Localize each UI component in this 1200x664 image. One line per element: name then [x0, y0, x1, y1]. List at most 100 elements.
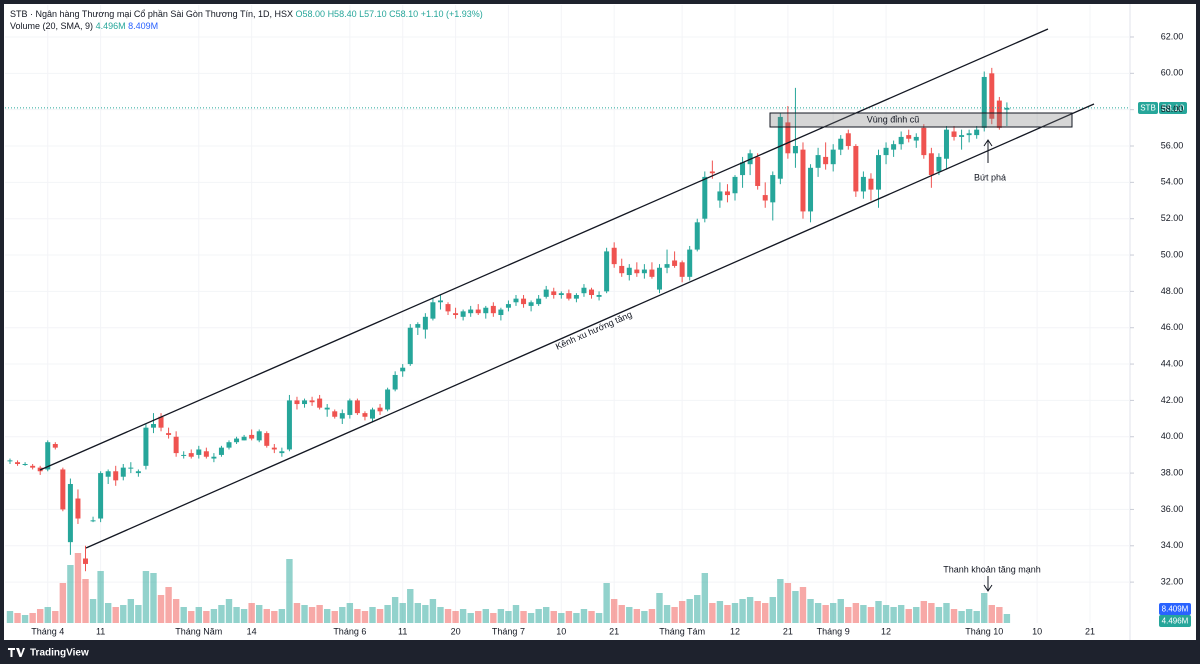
volume-bar	[913, 607, 920, 623]
volume-bar	[792, 591, 799, 623]
candle-body	[264, 433, 270, 446]
volume-bar	[29, 613, 36, 623]
candle-body	[302, 400, 308, 405]
volume-bar	[867, 607, 875, 623]
y-tick-label: 60.00	[1161, 68, 1184, 78]
candle-body	[792, 146, 798, 154]
volume-bar	[36, 609, 44, 623]
volume-bar	[323, 609, 331, 623]
candle-body	[60, 469, 66, 510]
candle-body	[656, 267, 662, 290]
candle-body	[959, 135, 965, 137]
volume-bar	[709, 603, 716, 623]
candle-body	[498, 309, 504, 315]
volume-bar	[988, 605, 995, 623]
volume-bar	[210, 609, 218, 623]
ohlc-high: H58.40	[328, 9, 357, 19]
candle-body	[551, 291, 557, 296]
volume-bar	[308, 607, 316, 623]
y-tick-label: 34.00	[1161, 540, 1184, 550]
candle-body	[717, 191, 723, 201]
candle-body	[188, 453, 194, 457]
candle-body	[90, 520, 96, 522]
volume-bar	[6, 611, 14, 623]
volume-bar	[376, 609, 384, 623]
candle-body	[558, 293, 564, 296]
volume-bar	[293, 603, 301, 623]
candle-body	[1004, 107, 1010, 110]
candle-body	[422, 316, 428, 330]
candle-body	[740, 162, 746, 176]
candle-body	[309, 400, 315, 403]
volume-bar	[240, 609, 248, 623]
candle-body	[928, 153, 934, 176]
candle-body	[392, 374, 398, 390]
candle-body	[226, 442, 232, 448]
x-tick-label: 11	[96, 626, 105, 636]
volume-bar	[225, 599, 233, 623]
volume-bar	[618, 605, 625, 623]
candle-body	[785, 122, 791, 154]
volume-bar	[807, 599, 814, 623]
candle-body	[143, 427, 149, 466]
volume-bar	[520, 611, 527, 623]
candle-body	[815, 155, 821, 168]
volume-bar	[482, 609, 489, 623]
zone-box	[769, 112, 1073, 128]
candle-body	[271, 447, 277, 450]
zone-label: Vùng đỉnh cũ	[867, 114, 920, 124]
volume-bar	[943, 603, 950, 623]
volume-bar	[391, 597, 399, 623]
candle-body	[672, 260, 678, 266]
candle-body	[324, 407, 330, 410]
volume-bar	[157, 595, 165, 623]
volume-bar	[678, 601, 686, 623]
volume-bar	[762, 603, 769, 623]
volume-bar	[648, 609, 656, 623]
symbol-badge-text: STB	[1140, 104, 1156, 113]
volume-bar	[444, 609, 452, 623]
candle-body	[966, 133, 972, 136]
x-tick-label: 14	[247, 626, 257, 636]
volume-bar	[656, 593, 663, 623]
y-tick-label: 36.00	[1161, 504, 1184, 514]
x-tick-label: 11	[398, 626, 407, 636]
volume-bar	[188, 611, 195, 623]
candle-body	[453, 313, 459, 315]
x-tick-label: Tháng 7	[492, 626, 525, 636]
symbol-badge	[1138, 102, 1158, 114]
candle-body	[626, 267, 632, 276]
y-tick-label: 42.00	[1161, 395, 1184, 405]
volume-bar	[407, 589, 414, 623]
volume-bar	[67, 565, 74, 623]
symbol-title: STB · Ngân hàng Thương mại Cổ phần Sài G…	[10, 9, 293, 19]
candle-body	[724, 191, 730, 196]
candle-body	[430, 302, 436, 319]
volume-bar	[837, 599, 844, 623]
x-tick-label: 21	[609, 626, 619, 636]
candle-body	[505, 304, 511, 308]
volume-bar	[928, 603, 935, 623]
candle-body	[30, 465, 36, 468]
candle-body	[611, 247, 617, 265]
volume-bar	[535, 609, 542, 623]
volume-bar	[588, 611, 595, 623]
candle-body	[218, 447, 224, 455]
candle-body	[150, 424, 156, 428]
y-tick-label: 44.00	[1161, 358, 1184, 368]
ohlc-change: +1.10 (+1.93%)	[421, 9, 483, 19]
volume-bar	[626, 607, 633, 623]
price-badge: STB 58.10	[1138, 102, 1187, 114]
candle-body	[868, 178, 874, 190]
volume-bar	[135, 605, 142, 623]
volume-ma-value: 8.409M	[128, 21, 158, 31]
volume-bar	[89, 599, 97, 623]
candle-body	[943, 129, 949, 159]
volume-bar	[875, 601, 882, 623]
candle-body	[468, 309, 474, 314]
last-price-badge	[1159, 102, 1187, 114]
volume-bar	[965, 609, 973, 623]
volume-bar	[950, 609, 958, 623]
volume-bar	[920, 601, 928, 623]
